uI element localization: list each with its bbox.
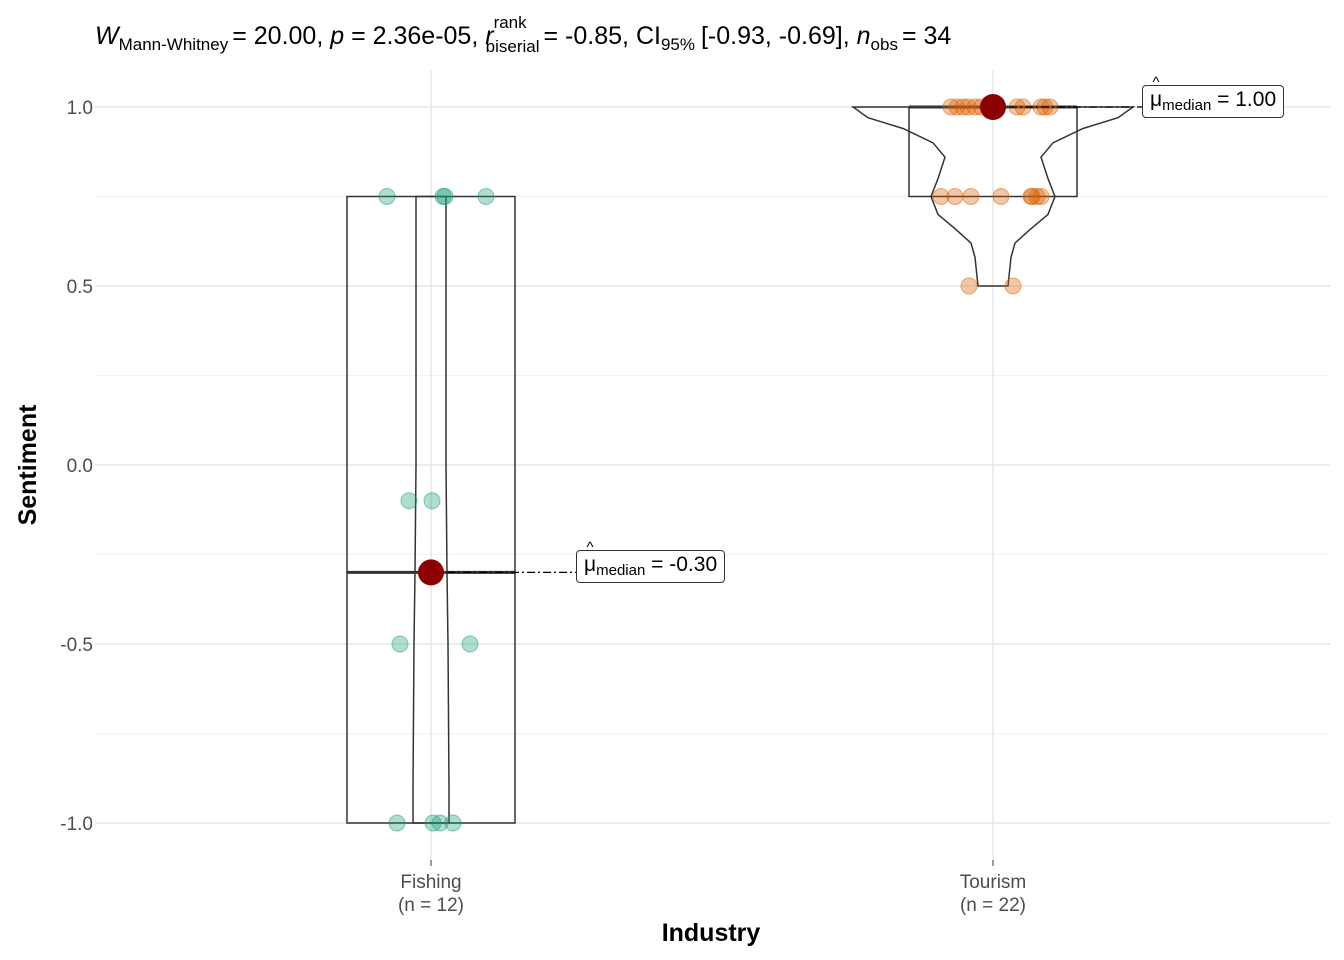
data-point xyxy=(461,635,479,653)
data-point xyxy=(992,188,1010,205)
median-points xyxy=(418,94,1142,586)
title-ci-sub: 95% xyxy=(661,35,695,54)
data-point xyxy=(1023,188,1041,205)
x-axis-label: Industry xyxy=(662,919,761,947)
title-ci-value: [-0.93, -0.69], xyxy=(701,22,850,50)
y-tick-label: -0.5 xyxy=(60,635,93,656)
data-point xyxy=(962,188,980,205)
data-point xyxy=(1004,277,1022,295)
title-w-symbol: W xyxy=(95,22,121,50)
data-point xyxy=(391,635,409,653)
title-r-sub: biserial xyxy=(486,37,540,56)
title-r-sup: rank xyxy=(494,13,528,32)
x-tick-count: (n = 22) xyxy=(960,895,1026,916)
mu-hat-symbol: ^ μ xyxy=(584,539,597,576)
median-sub: median xyxy=(1162,97,1212,114)
data-point xyxy=(423,492,441,510)
y-axis-ticks: -1.0 -0.5 0.0 0.5 1.0 xyxy=(60,98,93,835)
data-point xyxy=(378,188,396,205)
median-sub: median xyxy=(596,562,646,579)
data-point xyxy=(960,277,978,295)
title-w-value: = 20.00, xyxy=(232,22,323,50)
data-point xyxy=(954,98,972,116)
median-point xyxy=(980,94,1006,120)
y-tick-label: 0.5 xyxy=(67,277,93,298)
y-tick-label: 1.0 xyxy=(67,98,93,119)
title-r-symbol: r xyxy=(485,22,495,50)
y-tick-label: -1.0 xyxy=(60,814,93,835)
data-point xyxy=(436,188,454,205)
x-tick-count: (n = 12) xyxy=(398,895,464,916)
median-label-fishing: ^ μmedian = -0.30 xyxy=(576,539,726,583)
x-tick-label: Fishing xyxy=(400,872,461,893)
data-point xyxy=(424,814,442,832)
data-point xyxy=(444,814,462,832)
data-point xyxy=(400,492,418,510)
boxplot-box xyxy=(346,195,516,824)
title-n-sub: obs xyxy=(871,35,898,54)
title-n-symbol: n xyxy=(857,22,871,50)
median-label-tourism: ^ μmedian = 1.00 xyxy=(1142,74,1285,118)
data-point xyxy=(1032,188,1050,205)
y-axis-label: Sentiment xyxy=(14,404,42,526)
data-point xyxy=(942,98,960,116)
title-ci-symbol: CI xyxy=(636,22,661,50)
grid-lines xyxy=(95,70,1330,860)
median-point xyxy=(418,559,444,586)
title-p-value: = 2.36e-05, xyxy=(351,22,478,50)
median-value: = 1.00 xyxy=(1217,88,1277,111)
data-point xyxy=(477,188,495,205)
mu-hat-symbol: ^ μ xyxy=(1150,74,1163,111)
data-point xyxy=(959,98,977,116)
data-point xyxy=(946,188,964,205)
title-r-value: = -0.85, xyxy=(544,22,629,50)
x-axis-ticks: Fishing(n = 12) Tourism(n = 22) xyxy=(398,860,1026,916)
chart-title: WMann-Whitney = 20.00, p = 2.36e-05, rran… xyxy=(95,13,951,56)
title-n-value: = 34 xyxy=(902,22,951,50)
data-point xyxy=(932,188,950,205)
x-tick-label: Tourism xyxy=(960,872,1027,893)
data-point xyxy=(388,814,406,832)
y-tick-label: 0.0 xyxy=(67,456,93,477)
median-value: = -0.30 xyxy=(651,553,718,576)
title-p-symbol: p xyxy=(329,22,344,50)
violin-tourism xyxy=(850,106,1136,287)
data-point xyxy=(431,814,449,832)
title-w-sub: Mann-Whitney xyxy=(119,35,229,54)
data-point xyxy=(1028,188,1046,205)
